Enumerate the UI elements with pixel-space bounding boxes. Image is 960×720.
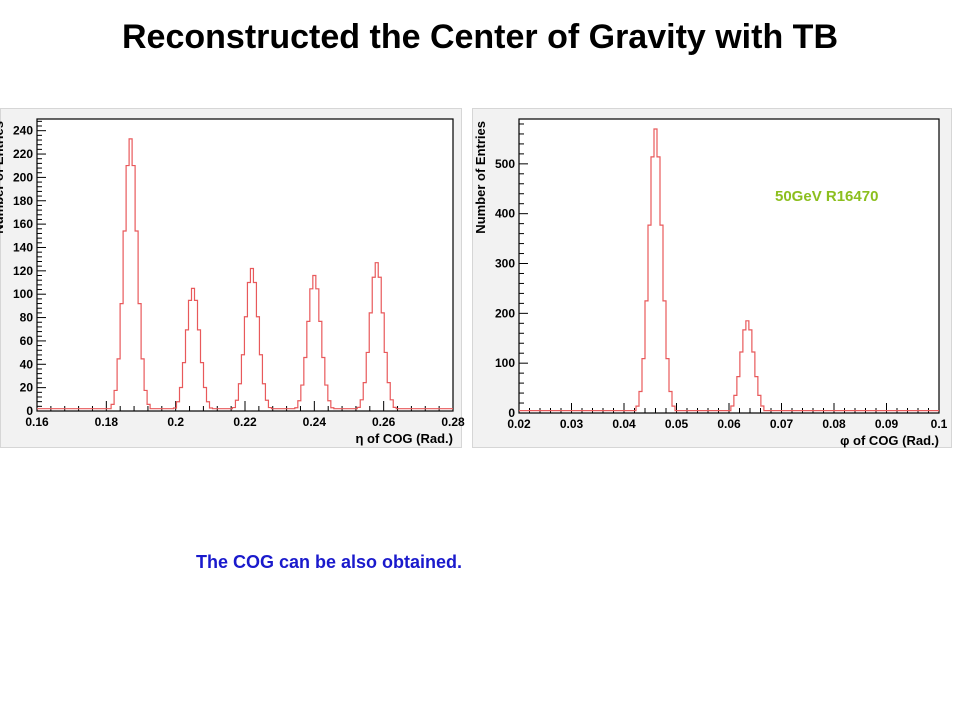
y-tick-label: 200 xyxy=(495,306,515,320)
x-tick-label: 0.06 xyxy=(717,417,741,431)
x-tick-label: 0.03 xyxy=(560,417,584,431)
y-tick-label: 160 xyxy=(13,217,33,231)
y-axis-label: Number of Entries xyxy=(473,121,488,234)
x-tick-label: 0.24 xyxy=(303,415,327,429)
y-tick-label: 140 xyxy=(13,240,33,254)
y-tick-label: 500 xyxy=(495,157,515,171)
y-tick-label: 200 xyxy=(13,170,33,184)
x-tick-label: 0.02 xyxy=(507,417,531,431)
y-tick-label: 220 xyxy=(13,147,33,161)
plot-frame xyxy=(518,118,940,414)
x-tick-label: 0.22 xyxy=(233,415,257,429)
x-tick-label: 0.05 xyxy=(665,417,689,431)
x-axis-label: φ of COG (Rad.) xyxy=(840,433,939,448)
x-axis-label: η of COG (Rad.) xyxy=(356,431,454,446)
x-tick-label: 0.18 xyxy=(95,415,119,429)
caption: The COG can be also obtained. xyxy=(196,552,463,572)
x-tick-label: 0.2 xyxy=(167,415,184,429)
x-tick-label: 0.1 xyxy=(931,417,948,431)
y-tick-label: 100 xyxy=(495,356,515,370)
phi-histogram: 0.02 0.03 0.04 0.05 0.06 0.07 0.08 0.09 0.1 0 100 2… xyxy=(473,118,948,448)
y-axis-label: Number of Entries xyxy=(0,121,6,234)
y-tick-label: 400 xyxy=(495,207,515,221)
x-tick-label: 0.08 xyxy=(822,417,846,431)
y-tick-label: 0 xyxy=(26,404,33,418)
y-tick-label: 20 xyxy=(20,381,34,395)
eta-histogram-panel: 0.16 0.18 0.2 0.22 0.24 0.26 0.28 0 20 40 60 80 100 1… xyxy=(0,108,465,448)
y-tick-label: 100 xyxy=(13,287,33,301)
x-tick-label: 0.16 xyxy=(25,415,49,429)
x-tick-label: 0.26 xyxy=(372,415,396,429)
histogram-line xyxy=(519,128,939,412)
y-tick-label: 80 xyxy=(20,311,34,325)
run-label: 50GeV R16470 xyxy=(775,188,879,205)
x-tick-label: 0.07 xyxy=(770,417,794,431)
y-tick-label: 300 xyxy=(495,257,515,271)
histogram-line xyxy=(37,138,453,410)
slide-title: Reconstructed the Center of Gravity with… xyxy=(122,18,838,56)
eta-histogram: 0.16 0.18 0.2 0.22 0.24 0.26 0.28 0 20 40 60 80 100 1… xyxy=(0,118,465,446)
y-tick-label: 40 xyxy=(20,357,34,371)
y-tick-label: 120 xyxy=(13,264,33,278)
x-tick-label: 0.09 xyxy=(875,417,899,431)
y-tick-label: 240 xyxy=(13,124,33,138)
plot-frame xyxy=(36,118,454,412)
x-tick-label: 0.28 xyxy=(441,415,465,429)
phi-histogram-panel: 0.02 0.03 0.04 0.05 0.06 0.07 0.08 0.09 0.1 0 100 2… xyxy=(472,108,952,448)
y-tick-label: 60 xyxy=(20,334,34,348)
y-tick-label: 180 xyxy=(13,194,33,208)
x-tick-label: 0.04 xyxy=(612,417,636,431)
y-tick-label: 0 xyxy=(508,406,515,420)
